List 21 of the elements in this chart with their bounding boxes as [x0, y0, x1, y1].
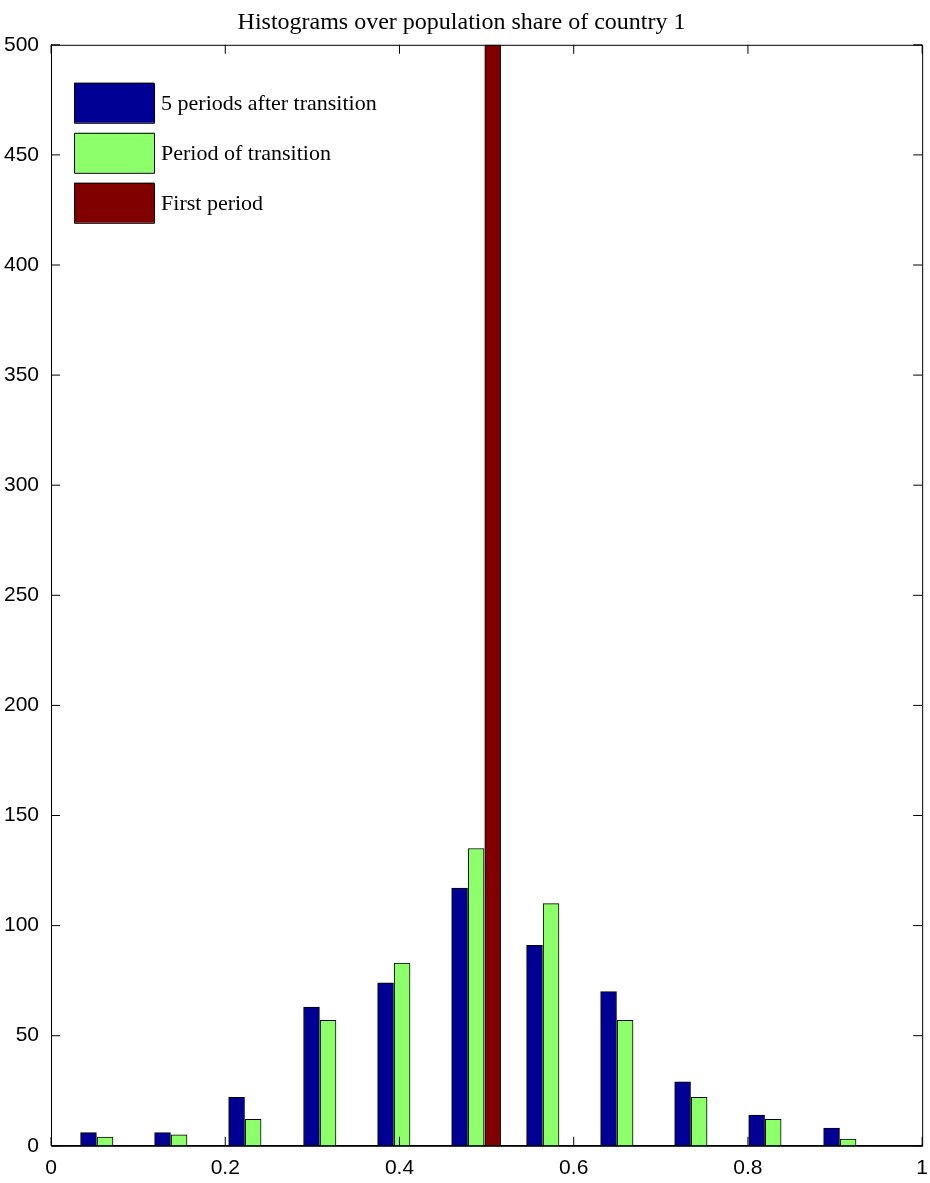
legend-label: 5 periods after transition: [161, 89, 377, 115]
y-tick-label: 250: [3, 582, 40, 606]
x-tick-label: 1: [916, 1155, 928, 1179]
y-tick-label: 450: [3, 141, 40, 165]
y-tick-label: 0: [27, 1132, 40, 1156]
y-tick-label: 300: [3, 472, 40, 495]
x-tick-label: 0.2: [210, 1155, 240, 1179]
y-tick-label: 500: [3, 31, 40, 55]
x-tick-label: 0.6: [559, 1155, 589, 1179]
x-tick-label: 0: [45, 1155, 57, 1179]
y-tick-label: 400: [3, 251, 40, 275]
legend-label: Period of transition: [161, 139, 331, 165]
y-tick-label: 50: [15, 1022, 40, 1046]
y-tick-label: 350: [3, 361, 40, 385]
y-tick-label: 200: [3, 692, 40, 716]
y-tick-label: 150: [3, 802, 40, 826]
x-tick-label: 0.8: [733, 1155, 763, 1179]
x-tick-label: 0.4: [384, 1155, 415, 1179]
legend-label: First period: [161, 189, 264, 215]
y-tick-label: 100: [3, 912, 40, 936]
chart-title: Histograms over population share of country 1: [237, 7, 686, 34]
